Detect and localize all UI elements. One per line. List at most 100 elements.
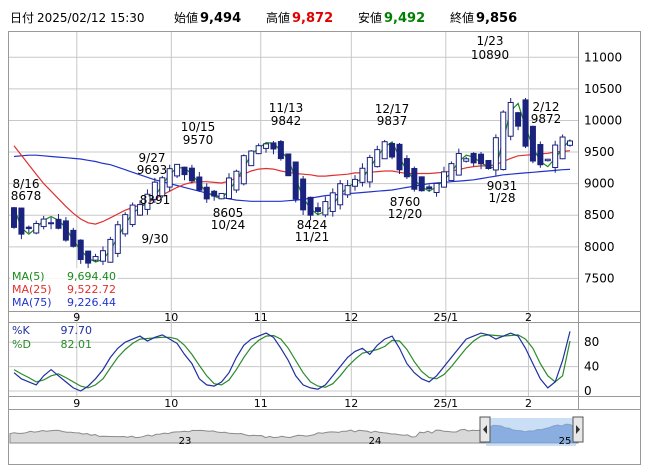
candle-down [485, 159, 492, 170]
high-value: 9,872 [292, 11, 333, 26]
candle-up [129, 204, 136, 226]
candle-up [107, 238, 114, 263]
close-label: 終値 [450, 10, 474, 25]
candle-down [77, 239, 84, 260]
candle-down [403, 158, 410, 178]
price-y-tick: 10500 [584, 82, 622, 96]
stoch-y-tick: 40 [584, 360, 599, 374]
navigator-year-labels: 23 24 25 [179, 436, 572, 447]
navigator-right-handle[interactable] [572, 416, 584, 443]
annotation-line1: 2/12 [533, 100, 560, 114]
candle-up [99, 250, 106, 262]
legend-d-label: %D [12, 338, 31, 351]
price-x-tick: 10 [164, 311, 178, 324]
candle-down [411, 167, 418, 190]
navigator-left-handle[interactable] [479, 416, 491, 443]
open-value: 9,494 [200, 11, 241, 26]
candle-down [55, 218, 62, 229]
range-navigator[interactable]: 23 24 25 [9, 410, 640, 464]
price-y-tick: 11000 [584, 50, 622, 64]
candle-up [174, 163, 181, 177]
candle-up [381, 141, 388, 160]
candle-down [470, 152, 477, 164]
candle-up [329, 192, 336, 212]
candle-down [11, 207, 17, 228]
candle-up [263, 143, 270, 149]
candle-down [396, 143, 403, 171]
candle-up [440, 171, 447, 188]
candle-up [448, 163, 455, 182]
price-x-tick: 12 [344, 311, 358, 324]
legend-ma5-label: MA(5) [12, 270, 45, 283]
legend-ma75-label: MA(75) [12, 296, 52, 309]
ma75-line [13, 154, 571, 202]
candle-down [18, 207, 25, 235]
candle-down [62, 220, 69, 241]
candle-up [233, 170, 240, 191]
candle-up [225, 177, 232, 200]
stoch-y-tick: 80 [584, 335, 599, 349]
navigator-year-tick: 24 [369, 436, 382, 447]
annotation-line1: 9/27 [139, 151, 166, 165]
legend-ma75-value: 9,226.44 [67, 296, 116, 309]
candle-up [374, 149, 381, 168]
navigator-selected-area [486, 424, 576, 443]
open-label: 始値 [174, 10, 198, 25]
price-x-tick: 25/1 [433, 311, 458, 324]
ma25-series [13, 145, 571, 225]
ma5-line [13, 102, 571, 263]
candle-up [40, 218, 47, 228]
annotation-line1: 11/13 [269, 101, 304, 115]
candle-up [33, 222, 40, 234]
navigator-year-tick: 23 [179, 436, 192, 447]
ma-legend: MA(5) 9,694.40 MA(25) 9,522.72 MA(75) 9,… [10, 268, 118, 310]
navigator-year-tick: 25 [559, 436, 572, 447]
right-arrow-icon [576, 425, 580, 434]
candle-up [218, 192, 225, 200]
annotation-line1: 12/17 [375, 102, 410, 116]
annotation-line1: 8391 [140, 193, 171, 207]
candle-down [314, 207, 321, 212]
candle-up [559, 136, 566, 160]
low-value: 9,492 [384, 11, 425, 26]
high-label: 高値 [266, 10, 290, 25]
stoch-x-tick: 12 [344, 397, 358, 410]
price-x-tick: 9 [73, 311, 80, 324]
annotation-line1: 8605 [213, 206, 244, 220]
candle-up [552, 144, 559, 169]
stoch-x-tick: 11 [254, 397, 268, 410]
candle-down [389, 143, 396, 158]
outer-frame [8, 31, 641, 465]
legend-ma25-value: 9,522.72 [67, 283, 116, 296]
candle-down [292, 161, 299, 200]
annotation-line1: 8/16 [13, 177, 40, 191]
annotation-line2: 10890 [471, 48, 509, 62]
candle-up [366, 156, 373, 183]
annotation-line2: 9842 [271, 114, 302, 128]
header-bar: 日付 2025/02/12 15:30 始値 9,494 高値 9,872 安値… [10, 10, 517, 26]
stoch-x-tick: 9 [73, 397, 80, 410]
candle-up [337, 183, 344, 206]
legend-k-label: %K [12, 324, 30, 337]
stoch-x-tick: 25/1 [433, 397, 458, 410]
candle-up [352, 178, 359, 187]
candle-up [240, 155, 247, 185]
candle-down [529, 125, 536, 162]
price-y-tick: 9000 [584, 177, 615, 191]
annotation-line2: 8678 [11, 189, 42, 203]
legend-ma25-label: MA(25) [12, 283, 52, 296]
annotation-line1: 8760 [390, 195, 421, 209]
stochastic-series [13, 331, 571, 392]
candle-up [166, 168, 173, 188]
stoch-k-line [13, 331, 571, 392]
legend-d-value: 82.01 [61, 338, 93, 351]
annotation-line2: 11/21 [295, 230, 330, 244]
candle-down [48, 222, 55, 225]
candle-down [25, 226, 32, 230]
annotation-line1: 10/15 [181, 120, 216, 134]
annotation-line2: 9872 [531, 112, 562, 126]
candle-down [300, 178, 307, 211]
candle-up [359, 167, 366, 183]
candle-up [151, 181, 158, 200]
candle-up [248, 150, 255, 167]
